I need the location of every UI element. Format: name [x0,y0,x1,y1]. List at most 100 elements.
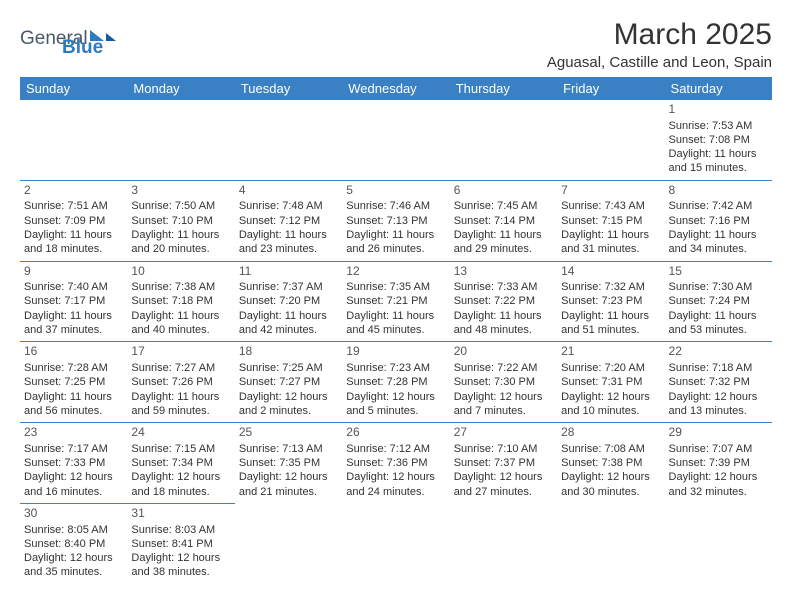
calendar-day-cell: 7Sunrise: 7:43 AMSunset: 7:15 PMDaylight… [557,180,664,261]
daylight-text: Daylight: 11 hours and 45 minutes. [346,309,445,338]
daylight-text: Daylight: 11 hours and 23 minutes. [239,228,338,257]
day-number: 13 [454,264,553,280]
day-number: 17 [131,344,230,360]
calendar-day-cell: 3Sunrise: 7:50 AMSunset: 7:10 PMDaylight… [127,180,234,261]
calendar-day-cell: 19Sunrise: 7:23 AMSunset: 7:28 PMDayligh… [342,342,449,423]
calendar-week-row: 2Sunrise: 7:51 AMSunset: 7:09 PMDaylight… [20,180,772,261]
day-number: 8 [669,183,768,199]
daylight-text: Daylight: 12 hours and 24 minutes. [346,470,445,499]
calendar-day-cell: 15Sunrise: 7:30 AMSunset: 7:24 PMDayligh… [665,261,772,342]
sunset-text: Sunset: 7:24 PM [669,294,768,308]
sunrise-text: Sunrise: 7:15 AM [131,442,230,456]
calendar-day-cell [127,100,234,180]
sunrise-text: Sunrise: 7:46 AM [346,199,445,213]
daylight-text: Daylight: 11 hours and 15 minutes. [669,147,768,176]
sunset-text: Sunset: 7:36 PM [346,456,445,470]
sunrise-text: Sunrise: 7:08 AM [561,442,660,456]
day-number: 16 [24,344,123,360]
sunrise-text: Sunrise: 7:42 AM [669,199,768,213]
sunset-text: Sunset: 7:18 PM [131,294,230,308]
daylight-text: Daylight: 12 hours and 32 minutes. [669,470,768,499]
day-number: 11 [239,264,338,280]
daylight-text: Daylight: 12 hours and 21 minutes. [239,470,338,499]
calendar-day-cell: 9Sunrise: 7:40 AMSunset: 7:17 PMDaylight… [20,261,127,342]
sunrise-text: Sunrise: 7:30 AM [669,280,768,294]
sunrise-text: Sunrise: 7:50 AM [131,199,230,213]
sunset-text: Sunset: 8:41 PM [131,537,230,551]
sunset-text: Sunset: 7:28 PM [346,375,445,389]
sunrise-text: Sunrise: 7:48 AM [239,199,338,213]
logo-blue-text: Blue [62,37,103,58]
sunrise-text: Sunrise: 7:43 AM [561,199,660,213]
daylight-text: Daylight: 11 hours and 20 minutes. [131,228,230,257]
calendar-week-row: 23Sunrise: 7:17 AMSunset: 7:33 PMDayligh… [20,423,772,504]
calendar-body: 1Sunrise: 7:53 AMSunset: 7:08 PMDaylight… [20,100,772,584]
day-number: 22 [669,344,768,360]
daylight-text: Daylight: 12 hours and 27 minutes. [454,470,553,499]
sunset-text: Sunset: 7:34 PM [131,456,230,470]
sunrise-text: Sunrise: 7:17 AM [24,442,123,456]
calendar-day-cell [342,100,449,180]
day-number: 18 [239,344,338,360]
day-number: 21 [561,344,660,360]
sunrise-text: Sunrise: 7:22 AM [454,361,553,375]
calendar-page: General March 2025 Aguasal, Castille and… [0,0,792,594]
sunrise-text: Sunrise: 7:40 AM [24,280,123,294]
sunset-text: Sunset: 7:25 PM [24,375,123,389]
calendar-day-cell [235,100,342,180]
calendar-day-cell: 23Sunrise: 7:17 AMSunset: 7:33 PMDayligh… [20,423,127,504]
day-number: 15 [669,264,768,280]
calendar-week-row: 16Sunrise: 7:28 AMSunset: 7:25 PM Dayligh… [20,342,772,423]
daylight-text: Daylight: 11 hours and 18 minutes. [24,228,123,257]
calendar-day-cell: 18Sunrise: 7:25 AMSunset: 7:27 PMDayligh… [235,342,342,423]
daylight-text: Daylight: 11 hours and 40 minutes. [131,309,230,338]
calendar-day-cell: 24Sunrise: 7:15 AMSunset: 7:34 PMDayligh… [127,423,234,504]
calendar-day-cell [450,100,557,180]
sunset-text: Sunset: 7:38 PM [561,456,660,470]
sunrise-text: Sunrise: 8:03 AM [131,523,230,537]
calendar-day-cell: 8Sunrise: 7:42 AMSunset: 7:16 PMDaylight… [665,180,772,261]
weekday-header: Wednesday [342,77,449,100]
calendar-day-cell [557,503,664,583]
calendar-day-cell: 28Sunrise: 7:08 AMSunset: 7:38 PMDayligh… [557,423,664,504]
day-number: 28 [561,425,660,441]
calendar-week-row: 9Sunrise: 7:40 AMSunset: 7:17 PMDaylight… [20,261,772,342]
daylight-text: Daylight: 11 hours and 34 minutes. [669,228,768,257]
sunset-text: Sunset: 7:39 PM [669,456,768,470]
calendar-day-cell: 1Sunrise: 7:53 AMSunset: 7:08 PMDaylight… [665,100,772,180]
calendar-day-cell: 22Sunrise: 7:18 AMSunset: 7:32 PMDayligh… [665,342,772,423]
day-number: 12 [346,264,445,280]
daylight-text: Daylight: 12 hours and 7 minutes. [454,390,553,419]
sunrise-text: Sunrise: 7:35 AM [346,280,445,294]
day-number: 5 [346,183,445,199]
sunrise-text: Sunrise: 7:27 AM [131,361,230,375]
daylight-text: Daylight: 12 hours and 10 minutes. [561,390,660,419]
sunset-text: Sunset: 7:26 PM [131,375,230,389]
sunset-text: Sunset: 7:23 PM [561,294,660,308]
calendar-day-cell: 2Sunrise: 7:51 AMSunset: 7:09 PMDaylight… [20,180,127,261]
sunrise-text: Sunrise: 7:28 AM [24,361,123,375]
sunset-text: Sunset: 7:12 PM [239,214,338,228]
day-number: 27 [454,425,553,441]
sunset-text: Sunset: 7:10 PM [131,214,230,228]
day-number: 30 [24,506,123,522]
calendar-week-row: 1Sunrise: 7:53 AMSunset: 7:08 PMDaylight… [20,100,772,180]
calendar-day-cell [665,503,772,583]
daylight-text: Daylight: 12 hours and 16 minutes. [24,470,123,499]
sunset-text: Sunset: 7:21 PM [346,294,445,308]
daylight-text: Daylight: 12 hours and 2 minutes. [239,390,338,419]
sunrise-text: Sunrise: 7:45 AM [454,199,553,213]
sunset-text: Sunset: 7:14 PM [454,214,553,228]
calendar-day-cell: 31Sunrise: 8:03 AMSunset: 8:41 PMDayligh… [127,503,234,583]
day-number: 4 [239,183,338,199]
calendar-day-cell: 4Sunrise: 7:48 AMSunset: 7:12 PMDaylight… [235,180,342,261]
sunset-text: Sunset: 7:22 PM [454,294,553,308]
calendar-day-cell: 10Sunrise: 7:38 AMSunset: 7:18 PMDayligh… [127,261,234,342]
daylight-text: Daylight: 12 hours and 13 minutes. [669,390,768,419]
sunrise-text: Sunrise: 7:51 AM [24,199,123,213]
sunrise-text: Sunrise: 7:07 AM [669,442,768,456]
day-number: 23 [24,425,123,441]
calendar-day-cell: 25Sunrise: 7:13 AMSunset: 7:35 PMDayligh… [235,423,342,504]
daylight-text: Daylight: 11 hours and 37 minutes. [24,309,123,338]
daylight-text: Daylight: 11 hours and 42 minutes. [239,309,338,338]
